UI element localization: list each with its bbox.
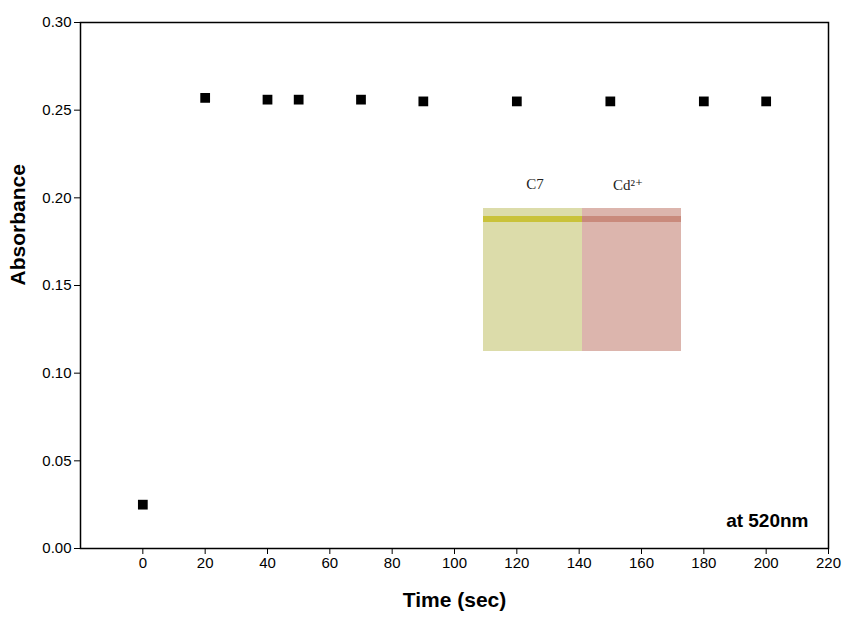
svg-text:140: 140	[567, 554, 592, 571]
svg-text:0.20: 0.20	[42, 189, 71, 206]
svg-text:20: 20	[197, 554, 214, 571]
svg-text:100: 100	[442, 554, 467, 571]
svg-text:0.10: 0.10	[42, 364, 71, 381]
svg-text:120: 120	[504, 554, 529, 571]
svg-text:0.25: 0.25	[42, 101, 71, 118]
svg-text:60: 60	[321, 554, 338, 571]
svg-text:80: 80	[384, 554, 401, 571]
svg-text:40: 40	[259, 554, 276, 571]
svg-text:160: 160	[629, 554, 654, 571]
html-text:C7: C7	[526, 176, 544, 192]
svg-text:0.15: 0.15	[42, 276, 71, 293]
svg-text:Absorbance: Absorbance	[6, 164, 29, 285]
svg-text:200: 200	[754, 554, 779, 571]
svg-text:Time (sec): Time (sec)	[403, 588, 507, 611]
html-text:Cd²⁺: Cd²⁺	[613, 177, 643, 193]
svg-text:at 520nm: at 520nm	[726, 510, 808, 531]
svg-text:180: 180	[691, 554, 716, 571]
svg-text:0.00: 0.00	[42, 539, 71, 556]
svg-text:220: 220	[816, 554, 841, 571]
svg-text:0.30: 0.30	[42, 13, 71, 30]
svg-text:0.05: 0.05	[42, 452, 71, 469]
svg-text:0: 0	[139, 554, 147, 571]
